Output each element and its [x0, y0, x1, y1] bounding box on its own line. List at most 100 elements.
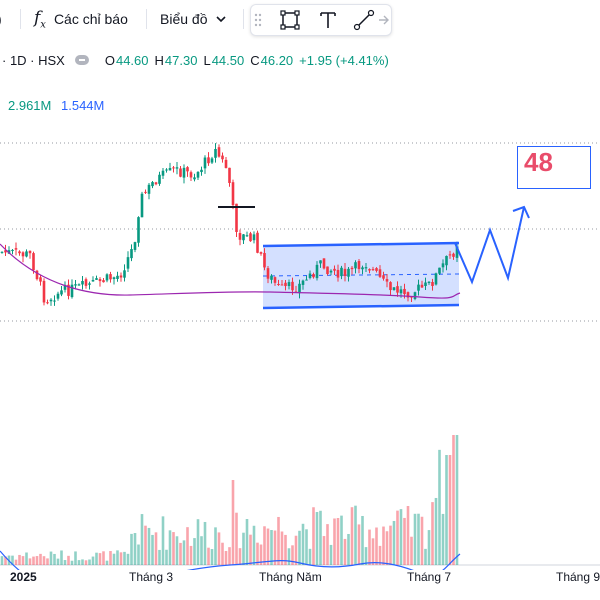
candle-body [137, 217, 140, 243]
x-axis-label: Tháng Năm [259, 570, 322, 584]
candle-body [280, 284, 284, 286]
candle-body [235, 203, 238, 232]
volume-average-line [0, 550, 461, 570]
candle-body [109, 274, 112, 280]
candle-body [207, 157, 210, 164]
candle-body [410, 296, 413, 298]
candle-body [98, 279, 102, 282]
candle-body [287, 282, 291, 287]
candle-body [81, 281, 84, 285]
volume-bar [315, 511, 319, 565]
drawings[interactable] [218, 205, 530, 310]
trend-line-tool-icon[interactable] [351, 8, 377, 32]
volume-bar [347, 533, 350, 565]
volume-bar [340, 515, 343, 565]
rectangle-tool-icon[interactable] [277, 8, 303, 32]
candle-body [256, 232, 259, 253]
candle-body [364, 267, 368, 269]
price-annotation[interactable]: 48 [517, 146, 591, 189]
volume-bar [98, 553, 102, 565]
volume-bar [28, 558, 32, 565]
volume-bar [217, 532, 221, 565]
candle-body [123, 270, 126, 278]
volume-bar [294, 535, 298, 565]
volume-bar [172, 532, 175, 565]
candle-body [298, 283, 301, 294]
candle-body [273, 277, 277, 283]
x-axis-label: Tháng 7 [407, 570, 452, 584]
volume-bar [245, 519, 249, 565]
candle-body [203, 157, 207, 169]
candle-body [417, 284, 420, 291]
volume-bar [210, 549, 214, 565]
volume-bar [203, 521, 207, 565]
toolbar-cut-item[interactable]: ) [0, 0, 2, 38]
arrow-tool-icon[interactable] [377, 8, 391, 32]
volume-bar [252, 525, 256, 565]
volume-bar [105, 560, 109, 565]
candle-body [46, 302, 49, 304]
volume-bar [224, 550, 228, 565]
candle-body [308, 273, 312, 278]
candle-body [336, 269, 340, 278]
candle-body [231, 182, 235, 206]
chart-type-button[interactable]: Biểu đồ [160, 0, 227, 38]
volume-bar [417, 513, 420, 565]
candle-body [347, 268, 350, 277]
volume-bar [455, 435, 459, 565]
volume-bar [403, 517, 406, 565]
price-chart[interactable] [0, 38, 600, 570]
indicators-button[interactable]: fx Các chỉ báo [34, 0, 128, 38]
volume-value: 2.961M [8, 98, 52, 113]
volume-bar [259, 544, 263, 565]
candle-body [105, 274, 109, 281]
candle-body [270, 275, 273, 280]
candle-body [424, 282, 427, 286]
drag-handle-icon[interactable] [251, 8, 265, 32]
volume-bar [231, 480, 235, 565]
volume-bar [154, 532, 158, 565]
volume-bar [18, 554, 21, 565]
candle-body [259, 252, 263, 254]
volume-bar [445, 455, 448, 565]
volume-bar [413, 513, 417, 565]
candle-body [32, 253, 35, 271]
candle-body [25, 251, 28, 257]
candle-body [60, 290, 63, 295]
symbol-label[interactable]: · 1D · HSX [2, 52, 65, 68]
candle-body [301, 280, 305, 285]
text-tool-icon[interactable] [315, 8, 341, 32]
candle-body [340, 267, 343, 277]
candle-body [319, 260, 322, 264]
volume-bar [452, 435, 455, 565]
candle-body [95, 278, 98, 280]
candle-body [144, 191, 147, 193]
volume-bar [196, 519, 200, 565]
candle-body [343, 268, 347, 276]
channel-bottom-line [262, 303, 460, 310]
candle-body [350, 267, 354, 270]
candle-body [11, 249, 14, 251]
volume-bar [14, 559, 18, 565]
drawing-toolbar [250, 4, 392, 36]
volume-bar [151, 534, 154, 565]
candle-body [217, 147, 221, 157]
candle-body [431, 282, 434, 286]
volume-bar [392, 520, 396, 565]
eye-icon[interactable] [74, 55, 89, 65]
volume-bar [130, 533, 133, 565]
candle-body [189, 172, 193, 178]
volume-bar [284, 534, 287, 565]
candle-body [0, 251, 4, 253]
candle-body [193, 177, 196, 180]
candle-body [39, 277, 42, 282]
candle-body [228, 167, 231, 183]
drawings-back [262, 243, 460, 308]
volume-bar [256, 542, 259, 565]
candle-body [214, 148, 217, 158]
candle-body [305, 279, 308, 281]
volume-bar [11, 555, 14, 565]
volume-bar [126, 553, 130, 565]
volume-bar [270, 530, 273, 565]
top-toolbar: ) fx Các chỉ báo Biểu đồ [0, 0, 600, 38]
